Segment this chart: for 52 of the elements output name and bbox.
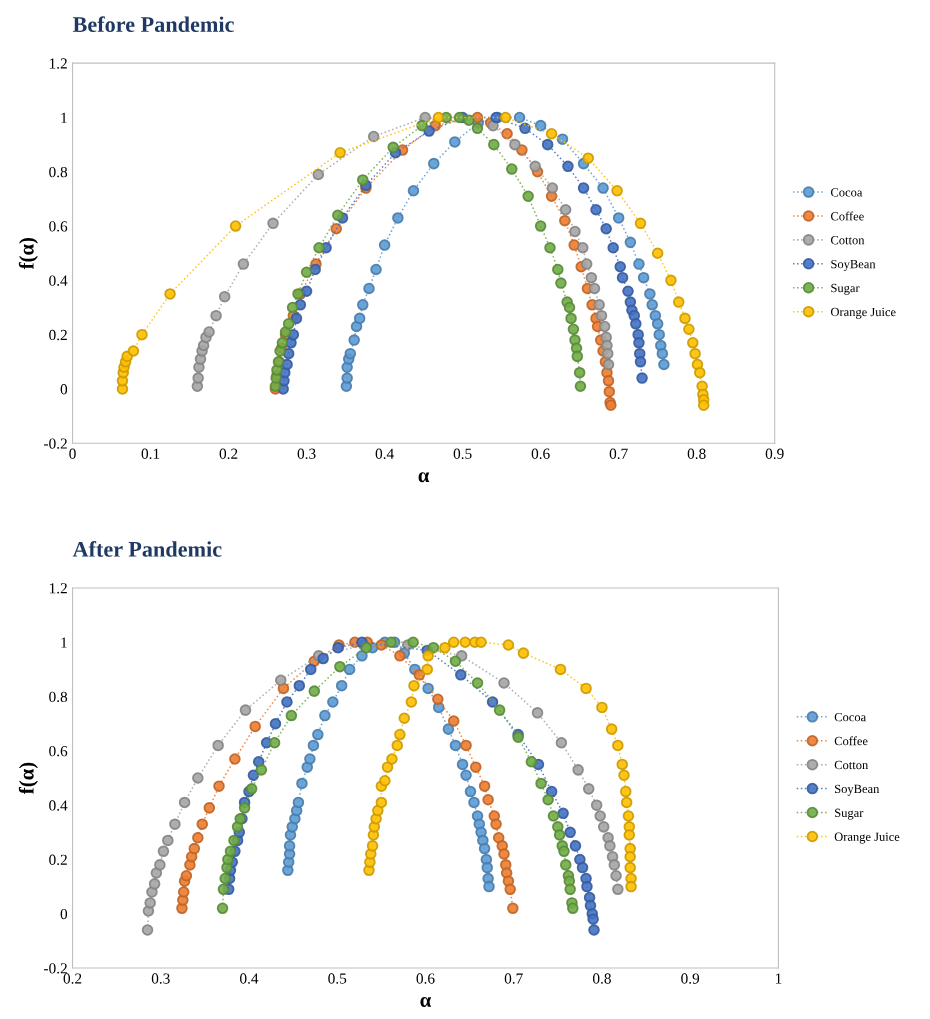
legend-label: Coffee	[834, 736, 868, 746]
x-tick-label: 0.5	[453, 448, 472, 459]
legend-label: Cotton	[834, 760, 869, 770]
legend-label: Cocoa	[834, 712, 866, 722]
y-axis-title: f(α)	[18, 237, 38, 270]
y-tick-label: 0	[60, 384, 68, 395]
y-axis-title: f(α)	[18, 762, 38, 795]
x-tick-label: 0.4	[375, 448, 394, 459]
x-tick-label: 0.2	[219, 448, 238, 459]
x-tick-label: 0	[69, 448, 76, 459]
legend-label: Orange Juice	[834, 832, 900, 844]
x-tick-label: 0.6	[416, 973, 435, 984]
x-tick-label: 0.3	[151, 973, 170, 984]
x-tick-label: 0.3	[297, 448, 316, 459]
legend-label: Sugar	[831, 283, 860, 295]
x-axis-title: α	[418, 472, 430, 483]
chart-title: After Pandemic	[72, 540, 222, 557]
legend-label: Sugar	[835, 808, 864, 820]
chart-title: Before Pandemic	[72, 16, 234, 33]
y-tick-label: 0.6	[49, 221, 68, 232]
x-tick-label: 0.7	[504, 973, 523, 984]
y-tick-label: 0	[60, 908, 68, 920]
y-tick-label: 0.2	[49, 854, 67, 865]
y-tick-label: -0.2	[44, 963, 67, 974]
x-tick-label: 0.4	[240, 973, 259, 984]
y-tick-label: 0.4	[49, 800, 68, 811]
y-tick-label: 1.2	[49, 58, 67, 69]
y-tick-label: 1	[61, 112, 67, 123]
x-axis-title: α	[420, 996, 432, 1007]
x-tick-label: 0.5	[328, 973, 347, 984]
y-tick-label: -0.2	[44, 438, 67, 449]
x-tick-label: 1	[775, 973, 782, 984]
x-tick-label: 0.9	[681, 973, 700, 984]
x-tick-label: 0.1	[141, 448, 160, 459]
y-tick-label: 0.2	[49, 329, 67, 341]
legend-label: Cocoa	[830, 188, 863, 197]
legend-label: Orange Juice	[830, 307, 896, 319]
x-tick-label: 0.8	[592, 973, 611, 984]
legend-label: Coffee	[830, 211, 864, 221]
y-tick-label: 0.8	[49, 166, 68, 178]
y-tick-label: 1.2	[49, 583, 67, 594]
y-tick-label: 0.8	[49, 691, 68, 703]
y-tick-label: 0.4	[49, 275, 68, 286]
y-tick-label: 0.6	[49, 746, 68, 757]
legend-label: Cotton	[830, 235, 865, 245]
x-tick-label: 0.7	[609, 448, 628, 459]
y-tick-label: 1	[61, 637, 67, 648]
x-tick-label: 0.9	[765, 448, 784, 459]
x-tick-label: 0.6	[531, 448, 550, 459]
legend-label: SoyBean	[831, 259, 876, 271]
x-tick-label: 0.8	[687, 448, 706, 459]
legend-label: SoyBean	[835, 784, 880, 796]
